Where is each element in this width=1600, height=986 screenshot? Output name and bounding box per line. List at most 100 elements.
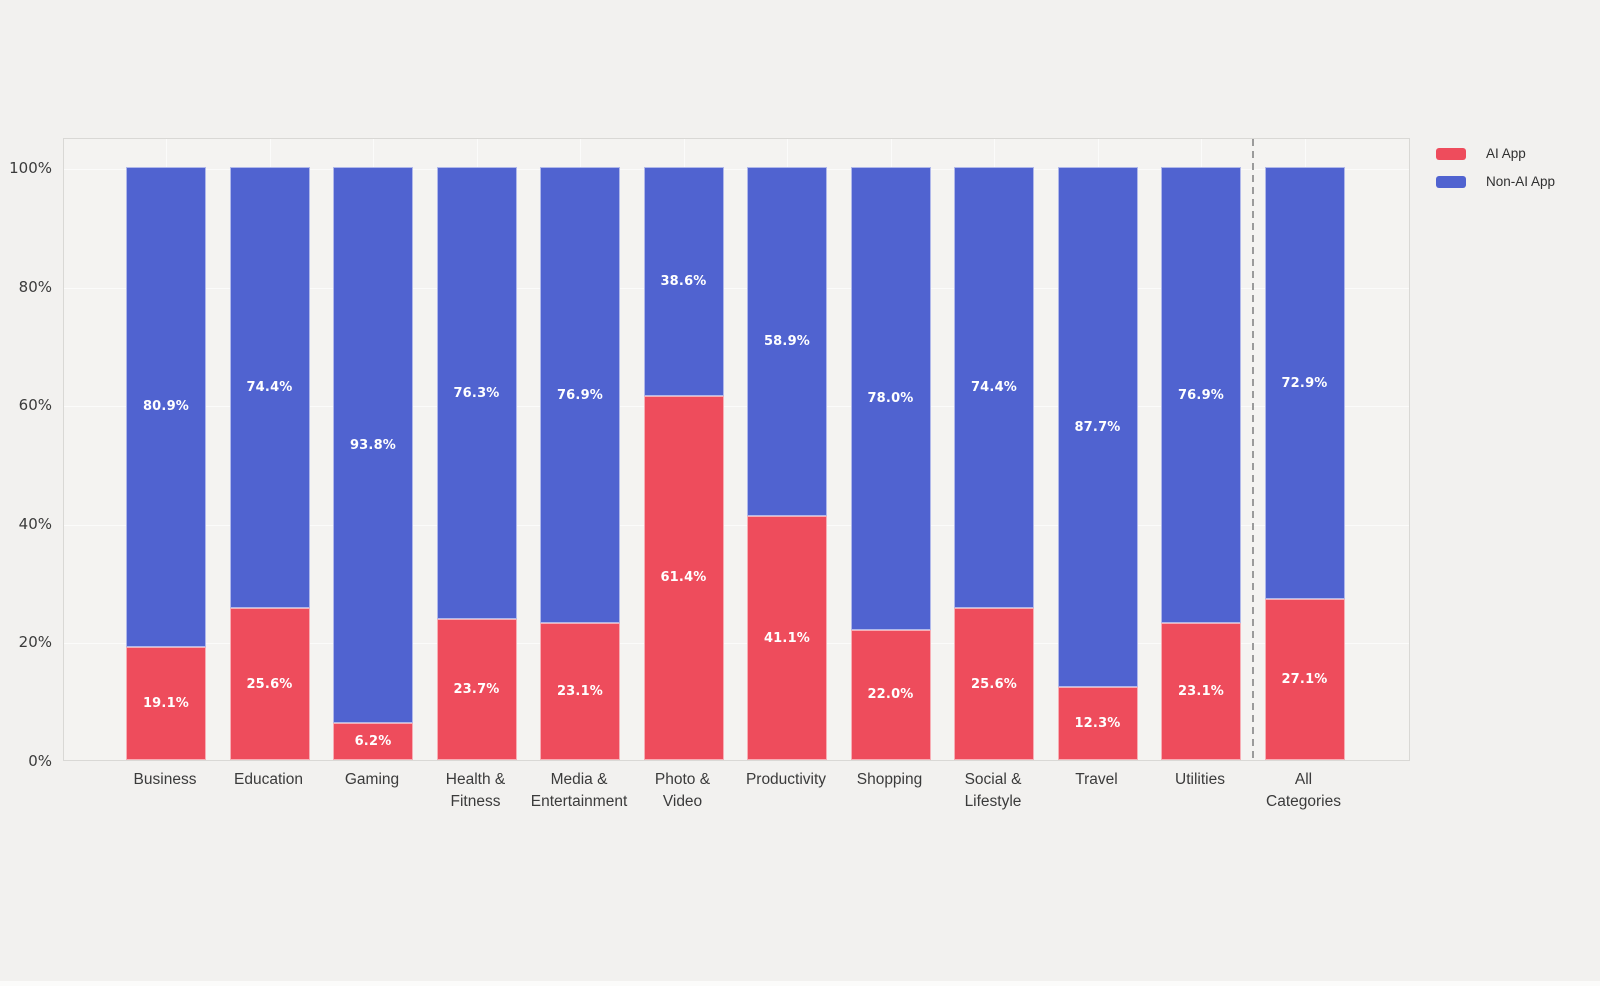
x-axis-category-label: Education (184, 769, 354, 791)
bar-group-photo-video: 61.4% 38.6% (643, 137, 724, 760)
bar-group-all-categories: 27.1% 72.9% (1264, 137, 1345, 760)
x-axis-category-label-line: All (1294, 771, 1313, 788)
bar-segment-non-ai-app: 93.8% (333, 167, 413, 724)
x-axis-category-label: All Categories (1219, 769, 1389, 812)
bar-segment-non-ai-app: 38.6% (643, 167, 724, 396)
legend-label: Non-AI App (1486, 174, 1556, 189)
value-label: 93.8% (349, 437, 397, 453)
bar-segment-ai-app: 22.0% (850, 629, 931, 760)
value-label: 19.1% (142, 695, 190, 711)
x-axis-category-label-line: Fitness (450, 792, 501, 810)
bar-group-media-entertainment: 23.1% 76.9% (540, 137, 620, 760)
x-axis-category-label-line: Business (133, 771, 197, 788)
x-axis-category-label-line: Productivity (745, 771, 827, 788)
x-axis-category-label-line: Entertainment (530, 792, 628, 810)
y-axis-tick-label: 0% (28, 752, 52, 770)
value-label: 74.4% (970, 380, 1018, 396)
value-label: 87.7% (1074, 419, 1121, 435)
bar-segment-ai-app: 6.2% (333, 723, 413, 760)
x-axis-category-label: Travel (1012, 769, 1182, 791)
x-axis-category-label: Social & Lifestyle (908, 769, 1078, 812)
y-axis-tick-label: 100% (9, 159, 52, 177)
bar-group-social-lifestyle: 25.6% 74.4% (954, 137, 1034, 760)
bar-group-gaming: 6.2% 93.8% (333, 137, 413, 760)
value-label: 23.7% (453, 682, 500, 698)
legend-swatch-icon (1436, 147, 1466, 160)
x-axis-category-label: Photo & Video (598, 769, 768, 812)
bar-group-travel: 12.3% 87.7% (1057, 137, 1138, 760)
x-axis-category-label-line: Categories (1266, 792, 1341, 810)
x-axis-category-label: Business (80, 769, 250, 791)
x-axis-category-label: Shopping (805, 769, 975, 791)
bar-segment-non-ai-app: 80.9% (126, 167, 206, 647)
bar-group-business: 19.1% 80.9% (126, 137, 206, 760)
value-label: 58.9% (763, 334, 811, 350)
gridline-horizontal (64, 287, 1409, 289)
x-axis-category-label: Media & Entertainment (494, 769, 664, 812)
bar-group-shopping: 22.0% 78.0% (850, 137, 931, 760)
value-label: 12.3% (1074, 716, 1121, 732)
x-axis-category-label-line: Video (662, 792, 703, 810)
value-label: 25.6% (246, 676, 293, 692)
value-label: 80.9% (142, 399, 190, 415)
x-axis-category-label-line: Health & (445, 771, 506, 788)
x-axis-category-label: Utilities (1115, 769, 1285, 791)
y-axis-tick-label: 20% (18, 633, 52, 652)
plot-area: 19.1% 80.9% 25.6% 74.4% 6.2% 93.8% 23.7% 76.3% 2… (63, 137, 1410, 762)
x-axis-category-label-line: Gaming (344, 771, 400, 788)
bar-segment-ai-app: 61.4% (643, 395, 724, 760)
bar-segment-non-ai-app: 72.9% (1264, 167, 1345, 600)
value-label: 38.6% (660, 273, 707, 289)
y-axis-tick-label: 40% (18, 514, 52, 533)
value-label: 72.9% (1281, 375, 1328, 391)
x-axis-category-label-line: Utilities (1175, 771, 1225, 788)
bar-segment-non-ai-app: 74.4% (954, 167, 1034, 609)
gridline-horizontal (64, 406, 1409, 408)
value-label: 23.1% (1177, 684, 1225, 699)
bar-segment-ai-app: 23.1% (1161, 623, 1241, 760)
value-label: 74.4% (246, 380, 293, 396)
dashed-separator-line (1251, 139, 1254, 762)
x-axis-category-label: Productivity (701, 769, 871, 791)
bar-segment-non-ai-app: 58.9% (747, 167, 827, 517)
x-axis-category-label: Health & Fitness (391, 769, 561, 812)
x-axis-category-label-line: Social & (964, 771, 1022, 788)
bottom-strip (0, 981, 1600, 986)
x-axis-category-label-line: Lifestyle (964, 792, 1022, 810)
bar-segment-ai-app: 27.1% (1264, 599, 1345, 760)
bar-group-health-fitness: 23.7% 76.3% (436, 137, 517, 760)
bar-segment-ai-app: 25.6% (954, 608, 1034, 760)
bar-segment-ai-app: 12.3% (1057, 687, 1138, 760)
bar-segment-non-ai-app: 87.7% (1057, 167, 1138, 688)
gridline-horizontal (64, 643, 1409, 645)
value-label: 22.0% (867, 687, 914, 703)
value-label: 27.1% (1281, 672, 1328, 688)
bar-group-productivity: 41.1% 58.9% (747, 137, 827, 760)
bar-segment-ai-app: 25.6% (229, 608, 310, 760)
gridline-horizontal (64, 169, 1409, 170)
value-label: 41.1% (763, 630, 811, 646)
x-axis-category-label-line: Photo & (654, 771, 711, 788)
value-label: 6.2% (354, 734, 392, 750)
x-axis-category-label-line: Travel (1075, 771, 1118, 788)
legend-label: AI App (1486, 146, 1526, 161)
bar-group-education: 25.6% 74.4% (229, 137, 310, 760)
bar-group-utilities: 23.1% 76.9% (1161, 137, 1241, 760)
value-label: 76.9% (556, 387, 604, 403)
x-axis-category-label-line: Shopping (856, 771, 923, 788)
legend-swatch-icon (1436, 175, 1466, 188)
value-label: 25.6% (970, 676, 1018, 692)
x-axis-category-label-line: Education (234, 771, 303, 788)
bar-segment-non-ai-app: 74.4% (229, 167, 310, 609)
y-axis-tick-label: 60% (18, 396, 52, 415)
x-axis-category-label: Gaming (287, 769, 457, 791)
bar-segment-non-ai-app: 76.9% (1161, 167, 1241, 624)
bar-segment-non-ai-app: 76.3% (436, 167, 517, 620)
bar-segment-ai-app: 19.1% (126, 646, 206, 760)
value-label: 23.1% (556, 684, 604, 699)
value-label: 76.9% (1177, 387, 1225, 403)
value-label: 78.0% (867, 390, 914, 406)
x-axis-category-label-line: Media & (550, 771, 608, 788)
bar-segment-non-ai-app: 78.0% (850, 167, 931, 630)
